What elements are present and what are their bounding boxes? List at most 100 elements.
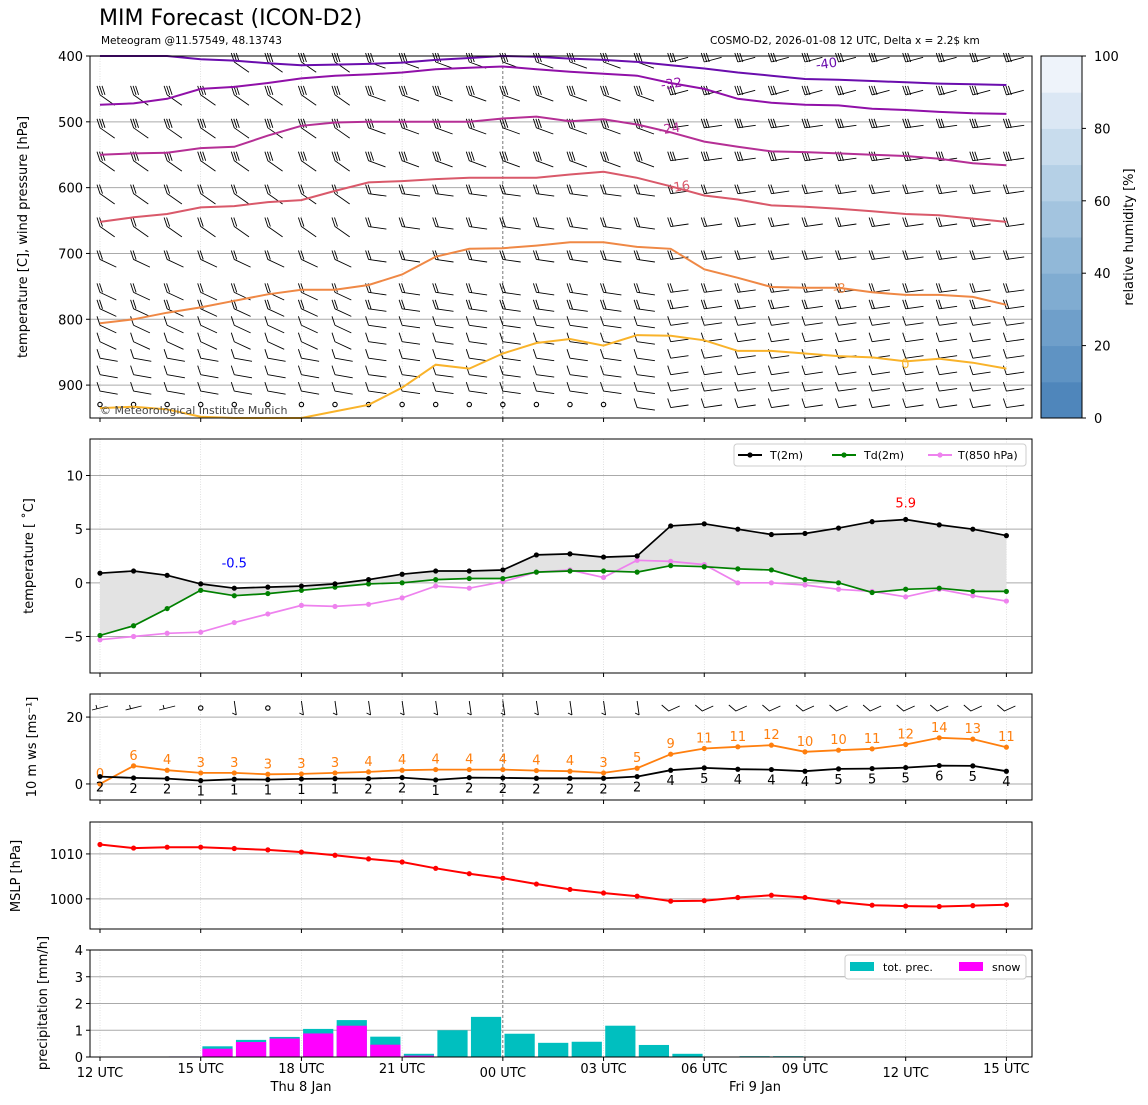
data-label: 4 bbox=[801, 775, 809, 790]
data-point bbox=[198, 581, 204, 587]
wind-barb-icon bbox=[700, 52, 722, 63]
wind-barb-icon bbox=[163, 85, 183, 106]
wind-barb-icon bbox=[365, 118, 386, 135]
total-precip-bar bbox=[504, 1033, 535, 1057]
data-point bbox=[231, 585, 237, 591]
data-point bbox=[365, 581, 372, 587]
data-label: 4 bbox=[499, 753, 507, 768]
wind-barb-icon bbox=[264, 349, 286, 362]
wind-barb-icon bbox=[868, 250, 890, 260]
data-point bbox=[1003, 768, 1009, 774]
wind-barb-icon bbox=[163, 381, 185, 395]
wind-barb-icon bbox=[633, 52, 655, 69]
data-label: 11 bbox=[730, 730, 747, 745]
calm-wind-icon bbox=[432, 401, 439, 408]
data-point bbox=[936, 585, 942, 591]
wind-barb-icon bbox=[331, 250, 352, 268]
wind-barb-icon bbox=[365, 250, 387, 263]
wind-barb-icon bbox=[700, 151, 723, 162]
wind-barb-icon bbox=[633, 349, 655, 362]
wind-barb-icon bbox=[365, 299, 387, 312]
data-point bbox=[298, 587, 305, 593]
wind-barb-icon bbox=[499, 118, 520, 135]
data-point bbox=[231, 770, 237, 776]
data-label: 5 bbox=[700, 772, 708, 787]
data-point bbox=[533, 775, 540, 781]
data-point bbox=[533, 569, 540, 575]
wind-barb-icon bbox=[432, 299, 454, 312]
wind-barb-icon bbox=[96, 184, 115, 205]
colorbar-tick-label: 0 bbox=[1094, 412, 1102, 427]
wind-barb-icon bbox=[398, 283, 421, 296]
wind-barb-icon bbox=[963, 704, 983, 712]
y-tick-label: 0 bbox=[75, 577, 83, 592]
data-label: 5 bbox=[834, 773, 842, 788]
data-point bbox=[1003, 588, 1009, 595]
y-tick-label: 1010 bbox=[50, 848, 83, 863]
calm-wind-icon bbox=[466, 401, 473, 408]
colorbar-level bbox=[1041, 164, 1082, 202]
wind-barb-icon bbox=[365, 184, 387, 197]
data-point bbox=[399, 859, 405, 865]
wind-barb-icon bbox=[902, 299, 924, 310]
data-label: 4 bbox=[432, 753, 440, 768]
isotherm-label: -8 bbox=[832, 281, 847, 298]
wind-barb-icon bbox=[398, 332, 421, 345]
x-tick-label: 15 UTC bbox=[983, 1062, 1029, 1077]
calm-wind-icon bbox=[298, 401, 305, 408]
data-point bbox=[466, 585, 472, 591]
wind-barb-icon bbox=[365, 151, 386, 168]
data-label: 5 bbox=[633, 751, 641, 766]
data-label: 5 bbox=[868, 773, 876, 788]
data-point bbox=[332, 852, 338, 858]
data-point bbox=[130, 623, 137, 629]
wind-barb-icon bbox=[902, 283, 924, 293]
wind-barb-icon bbox=[935, 299, 958, 310]
wind-barb-icon bbox=[499, 299, 521, 312]
wind-barb-icon bbox=[230, 184, 250, 205]
legend-box bbox=[844, 954, 1027, 980]
wind-barb-icon bbox=[230, 299, 251, 317]
y-tick-label: 700 bbox=[58, 247, 83, 262]
colorbar-level bbox=[1041, 200, 1082, 238]
wind-barb-icon bbox=[398, 299, 421, 312]
data-point bbox=[231, 776, 237, 782]
data-point bbox=[164, 605, 170, 612]
calm-wind-icon bbox=[97, 401, 103, 408]
wind-barb-icon bbox=[230, 250, 251, 268]
wind-barb-icon bbox=[163, 299, 184, 317]
wind-barb-icon bbox=[935, 85, 957, 96]
data-point bbox=[365, 577, 372, 583]
wind-barb-icon bbox=[331, 217, 350, 238]
wind-barb-icon bbox=[767, 316, 790, 326]
total-precip-bar bbox=[403, 1053, 435, 1057]
x-tick-label: 00 UTC bbox=[480, 1066, 526, 1081]
wind-barb-icon bbox=[331, 85, 350, 106]
wind-barb-icon bbox=[829, 704, 848, 712]
data-point bbox=[600, 574, 607, 581]
data-point bbox=[198, 587, 204, 593]
data-point bbox=[701, 564, 707, 570]
wind-barb-icon bbox=[398, 381, 421, 395]
y-tick-label: 0 bbox=[75, 1051, 83, 1066]
data-label: 2 bbox=[96, 781, 104, 796]
wind-barb-icon bbox=[801, 217, 823, 227]
data-point bbox=[701, 765, 707, 771]
data-point bbox=[399, 571, 405, 577]
data-point bbox=[466, 774, 472, 781]
data-label: 11 bbox=[696, 732, 713, 747]
wind-barb-icon bbox=[935, 365, 958, 376]
y-tick-label: 400 bbox=[58, 50, 83, 65]
wind-barb-icon bbox=[297, 381, 320, 395]
wind-barb-icon bbox=[365, 381, 387, 395]
data-point bbox=[164, 630, 170, 636]
wind-barb-icon bbox=[734, 381, 756, 392]
wind-barb-icon bbox=[700, 283, 723, 293]
wind-barb-icon bbox=[331, 349, 353, 362]
data-label: 3 bbox=[599, 756, 607, 771]
data-point bbox=[936, 762, 942, 769]
data-point bbox=[130, 633, 137, 640]
data-point bbox=[735, 744, 741, 750]
colorbar-tick-label: 60 bbox=[1094, 195, 1111, 210]
wind-barb-icon bbox=[532, 184, 555, 197]
